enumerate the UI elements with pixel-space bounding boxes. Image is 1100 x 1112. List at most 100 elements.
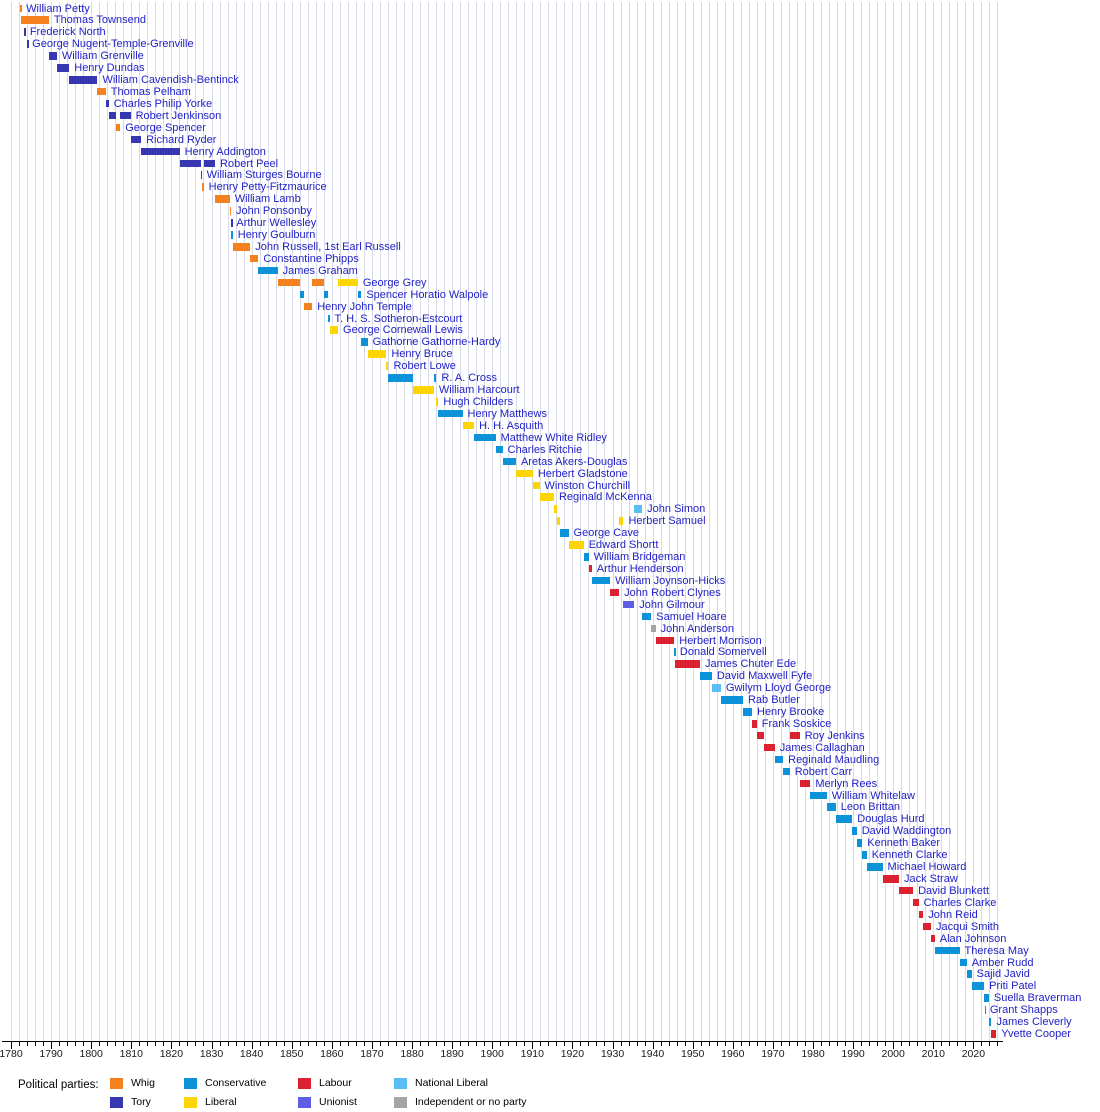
person-label[interactable]: Priti Patel xyxy=(989,980,1037,993)
person-label[interactable]: Robert Peel xyxy=(220,157,279,170)
person-label[interactable]: George Grey xyxy=(362,276,427,289)
gridline xyxy=(420,2,422,1041)
person-label[interactable]: Rab Butler xyxy=(747,694,800,707)
person-label[interactable]: Douglas Hurd xyxy=(857,813,925,826)
person-label[interactable]: William Lamb xyxy=(234,193,301,206)
person-label[interactable]: William Sturges Bourne xyxy=(206,169,322,182)
person-label[interactable]: John Gilmour xyxy=(639,598,705,611)
person-label[interactable]: Thomas Pelham xyxy=(110,85,191,98)
gridline xyxy=(869,2,871,1041)
person-label[interactable]: Winston Churchill xyxy=(544,479,631,492)
person-label[interactable]: George Nugent-Temple-Grenville xyxy=(32,38,194,51)
person-label[interactable]: Robert Carr xyxy=(794,765,853,778)
person-label[interactable]: Reginald Maudling xyxy=(788,753,880,766)
person-label[interactable]: Roy Jenkins xyxy=(804,729,865,742)
person-label[interactable]: David Waddington xyxy=(861,825,952,838)
person-label[interactable]: John Simon xyxy=(647,503,706,516)
person-label[interactable]: George Spencer xyxy=(125,121,206,134)
person-label[interactable]: Herbert Morrison xyxy=(679,634,762,647)
person-label[interactable]: Reginald McKenna xyxy=(558,491,652,504)
person-label[interactable]: William Cavendish-Bentinck xyxy=(102,74,239,87)
person-label[interactable]: William Joynson-Hicks xyxy=(615,574,726,587)
person-label[interactable]: Henry Goulburn xyxy=(237,229,316,242)
person-label[interactable]: Thomas Townsend xyxy=(53,14,146,27)
person-label[interactable]: Henry Dundas xyxy=(74,62,145,75)
person-label[interactable]: William Harcourt xyxy=(438,384,520,397)
person-label[interactable]: T. H. S. Sotheron-Estcourt xyxy=(334,312,463,325)
person-label[interactable]: Gathorne Gathorne-Hardy xyxy=(372,336,501,349)
person-label[interactable]: Amber Rudd xyxy=(971,956,1034,969)
person-label[interactable]: Jack Straw xyxy=(903,873,958,886)
person-label[interactable]: Arthur Henderson xyxy=(596,562,684,575)
person-label[interactable]: Charles Clarke xyxy=(923,896,997,909)
person-label[interactable]: R. A. Cross xyxy=(441,372,498,385)
person-label[interactable]: Suella Braverman xyxy=(993,992,1082,1005)
person-label[interactable]: John Russell, 1st Earl Russell xyxy=(255,241,401,253)
person-label[interactable]: Herbert Samuel xyxy=(628,515,706,528)
person-label[interactable]: Michael Howard xyxy=(887,861,967,874)
person-label[interactable]: Spencer Horatio Walpole xyxy=(366,288,489,301)
person-label[interactable]: David Maxwell Fyfe xyxy=(716,670,813,683)
person-label[interactable]: Frank Soskice xyxy=(761,718,832,730)
person-label[interactable]: George Cornewall Lewis xyxy=(343,324,463,337)
person-label[interactable]: Robert Jenkinson xyxy=(135,109,222,122)
axis-tick xyxy=(83,1042,85,1046)
person-label[interactable]: Henry Matthews xyxy=(467,407,547,420)
person-label[interactable]: Henry Bruce xyxy=(391,348,453,361)
person-label[interactable]: Leon Brittan xyxy=(840,801,901,814)
person-label[interactable]: David Blunkett xyxy=(918,884,990,897)
person-label[interactable]: Yvette Cooper xyxy=(1001,1028,1071,1041)
person-label[interactable]: Merlyn Rees xyxy=(815,777,878,790)
person-label[interactable]: Samuel Hoare xyxy=(656,610,727,623)
person-label[interactable]: George Cave xyxy=(573,527,639,540)
person-label[interactable]: Arthur Wellesley xyxy=(236,217,317,230)
person-label[interactable]: Sajid Javid xyxy=(976,968,1030,981)
term-bar xyxy=(56,64,70,72)
gridline xyxy=(107,2,109,1041)
person-label[interactable]: John Reid xyxy=(928,908,978,921)
person-label[interactable]: Henry John Temple xyxy=(317,300,412,313)
person-label[interactable]: John Robert Clynes xyxy=(624,586,721,599)
person-label[interactable]: H. H. Asquith xyxy=(479,419,544,432)
axis-tick xyxy=(203,1042,205,1046)
person-label[interactable]: Kenneth Clarke xyxy=(871,849,948,862)
person-label[interactable]: Theresa May xyxy=(964,944,1029,957)
person-label[interactable]: Kenneth Baker xyxy=(867,837,941,850)
person-label[interactable]: Charles Philip Yorke xyxy=(113,97,213,110)
person-label[interactable]: Hugh Childers xyxy=(443,396,514,409)
person-label[interactable]: John Anderson xyxy=(660,622,735,635)
person-label[interactable]: Frederick North xyxy=(29,26,106,39)
person-label[interactable]: Gwilym Lloyd George xyxy=(725,682,832,695)
axis-tick xyxy=(339,1042,341,1046)
person-label[interactable]: Jacqui Smith xyxy=(936,920,999,933)
gridline xyxy=(684,2,686,1041)
person-label[interactable]: Charles Ritchie xyxy=(507,443,583,456)
person-label[interactable]: William Whitelaw xyxy=(831,789,915,802)
person-label[interactable]: John Ponsonby xyxy=(236,205,312,218)
person-label[interactable]: Henry Addington xyxy=(184,145,266,158)
person-label[interactable]: Grant Shapps xyxy=(989,1004,1058,1017)
person-label[interactable]: Alan Johnson xyxy=(939,932,1007,945)
gridline xyxy=(740,2,742,1041)
person-label[interactable]: Henry Brooke xyxy=(757,706,825,719)
person-label[interactable]: William Petty xyxy=(26,2,90,15)
person-label[interactable]: James Callaghan xyxy=(779,741,865,754)
person-label[interactable]: Robert Lowe xyxy=(393,360,456,373)
person-label[interactable]: James Graham xyxy=(282,264,358,277)
person-label[interactable]: James Cleverly xyxy=(996,1016,1072,1029)
legend-label-independent: Independent or no party xyxy=(415,1096,527,1108)
term-bar xyxy=(413,386,434,394)
person-label[interactable]: Constantine Phipps xyxy=(263,252,359,265)
person-label[interactable]: Herbert Gladstone xyxy=(537,467,628,480)
person-label[interactable]: Aretas Akers-Douglas xyxy=(520,455,628,468)
term-bar xyxy=(655,636,675,645)
person-label[interactable]: William Bridgeman xyxy=(593,551,686,564)
person-label[interactable]: Richard Ryder xyxy=(146,133,217,146)
person-label[interactable]: William Grenville xyxy=(61,50,144,63)
gridline xyxy=(644,2,646,1041)
person-label[interactable]: James Chuter Ede xyxy=(704,658,797,671)
person-label[interactable]: Henry Petty-Fitzmaurice xyxy=(208,181,327,194)
person-label[interactable]: Matthew White Ridley xyxy=(500,431,607,444)
person-label[interactable]: Donald Somervell xyxy=(679,646,767,659)
person-label[interactable]: Edward Shortt xyxy=(588,539,659,552)
